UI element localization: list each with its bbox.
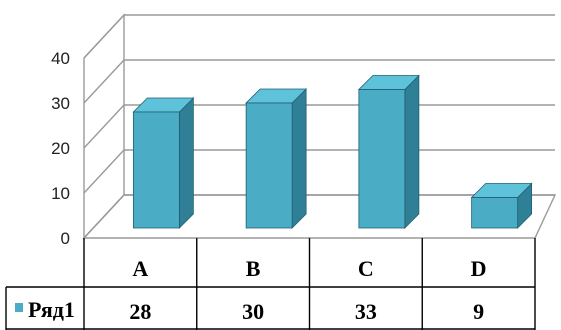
gridline-40 bbox=[83, 14, 555, 59]
category-label: A bbox=[132, 256, 148, 281]
gridline-30 bbox=[83, 59, 555, 104]
bar-front bbox=[471, 197, 519, 229]
bar-D bbox=[470, 182, 533, 229]
bar-front bbox=[358, 89, 406, 229]
data-label: 28 bbox=[129, 299, 151, 324]
bar-side bbox=[178, 97, 194, 229]
y-tick-label: 20 bbox=[51, 139, 70, 158]
bar-C bbox=[357, 74, 420, 229]
category-label: D bbox=[471, 256, 487, 281]
bar-side bbox=[404, 74, 420, 229]
data-table: A 28 B 30 C 33 D 9 Ряд1 bbox=[5, 238, 536, 330]
bar-side bbox=[291, 88, 307, 229]
bars bbox=[132, 74, 533, 229]
y-tick-label: 10 bbox=[51, 184, 70, 203]
category-label: C bbox=[358, 256, 374, 281]
y-tick-label: 40 bbox=[51, 49, 70, 68]
bar-A bbox=[132, 97, 195, 229]
bar-front bbox=[245, 102, 293, 229]
y-tick-label: 30 bbox=[51, 94, 70, 113]
data-label: 30 bbox=[242, 299, 264, 324]
legend-swatch bbox=[15, 303, 23, 312]
legend-label: Ряд1 bbox=[28, 297, 75, 322]
bar-front bbox=[132, 111, 180, 229]
data-label: 9 bbox=[473, 299, 484, 324]
category-label: B bbox=[246, 256, 261, 281]
data-label: 33 bbox=[355, 299, 377, 324]
bar-B bbox=[245, 88, 308, 229]
y-axis-ticks: 0 10 20 30 40 bbox=[51, 49, 70, 248]
y-tick-label: 0 bbox=[61, 229, 70, 248]
